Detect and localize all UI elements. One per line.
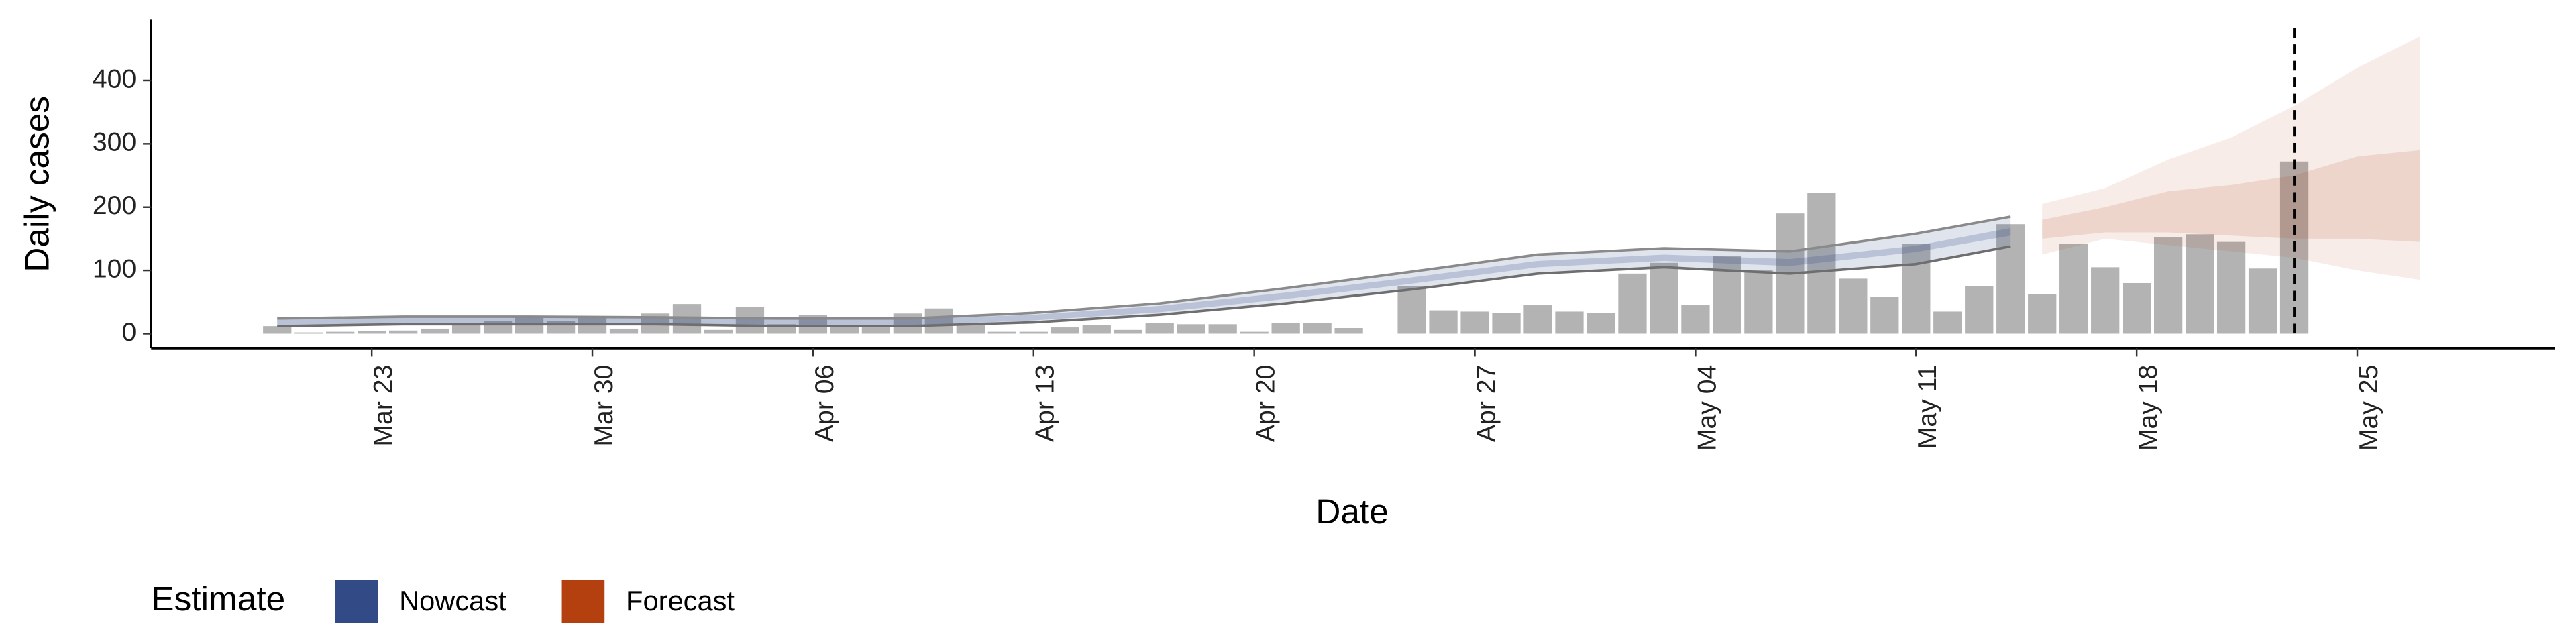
x-tick-label: May 11: [1913, 365, 1942, 449]
bar: [1460, 311, 1489, 334]
bar: [451, 324, 481, 334]
x-tick-label: Mar 23: [369, 365, 398, 447]
bar: [1555, 311, 1584, 334]
bar: [956, 324, 985, 334]
band-lower-line: [277, 245, 2011, 327]
bar: [1618, 273, 1647, 334]
bar: [1933, 311, 1962, 334]
bar: [1681, 305, 1710, 334]
bar: [2248, 268, 2277, 334]
y-tick-label: 0: [121, 318, 136, 347]
legend-swatch: [335, 580, 378, 623]
bar: [263, 326, 292, 334]
band-outer: [2042, 36, 2420, 280]
bar: [294, 332, 323, 334]
bar: [1965, 286, 1994, 334]
x-tick-label: Mar 30: [590, 365, 619, 447]
bar: [1587, 313, 1615, 334]
bar: [1650, 262, 1678, 334]
bar: [1208, 324, 1237, 334]
bar: [1114, 329, 1142, 334]
y-tick-label: 100: [93, 254, 136, 283]
bar: [1429, 310, 1458, 334]
band-upper-line: [277, 215, 2011, 320]
bar: [861, 327, 891, 334]
legend-swatch: [561, 580, 605, 623]
bar: [326, 331, 355, 334]
bar: [2185, 234, 2214, 334]
bar: [1870, 297, 1899, 334]
bar: [1902, 244, 1931, 334]
y-axis-label: Daily cases: [17, 96, 56, 272]
bar: [389, 330, 418, 334]
x-tick-label: Apr 13: [1031, 365, 1060, 442]
bar: [1334, 327, 1363, 334]
bar: [2091, 267, 2120, 334]
bar: [1303, 323, 1332, 334]
bar: [704, 329, 733, 334]
x-tick-label: Apr 06: [810, 365, 839, 442]
legend-label: Forecast: [626, 585, 735, 616]
bar: [1839, 278, 1868, 334]
bar: [1397, 286, 1426, 334]
x-tick-label: May 18: [2134, 365, 2163, 451]
bar: [1019, 331, 1048, 334]
bar: [1145, 323, 1174, 334]
bar: [2059, 244, 2088, 334]
bar: [358, 331, 386, 334]
bar: [1807, 193, 1836, 334]
bar: [830, 326, 859, 334]
x-axis-label: Date: [1316, 492, 1389, 531]
bar: [893, 313, 922, 334]
x-tick-label: Apr 27: [1472, 365, 1501, 442]
bar: [1177, 324, 1205, 334]
y-tick-label: 300: [93, 128, 136, 157]
bar: [2028, 294, 2057, 334]
x-tick-label: May 04: [1693, 365, 1721, 451]
bar: [1996, 224, 2025, 334]
bar: [924, 308, 953, 334]
bar: [1240, 331, 1269, 334]
bar: [1082, 325, 1111, 334]
bar: [987, 331, 1016, 334]
bar: [2216, 241, 2246, 334]
bar: [1271, 323, 1300, 334]
legend-label: Nowcast: [399, 585, 506, 616]
band-inner: [2042, 150, 2420, 242]
bar: [735, 307, 765, 334]
bar: [421, 328, 449, 334]
bar: [2153, 237, 2183, 334]
bar: [1744, 270, 1773, 334]
x-tick-label: May 25: [2355, 365, 2383, 451]
bar: [609, 328, 639, 334]
bar: [1051, 327, 1079, 334]
bar: [2123, 282, 2151, 334]
x-tick-label: Apr 20: [1252, 365, 1281, 442]
bar: [1523, 305, 1552, 334]
y-tick-label: 200: [93, 191, 136, 220]
y-tick-label: 400: [93, 64, 136, 93]
legend-title: Estimate: [151, 579, 285, 618]
bar: [1492, 313, 1521, 334]
